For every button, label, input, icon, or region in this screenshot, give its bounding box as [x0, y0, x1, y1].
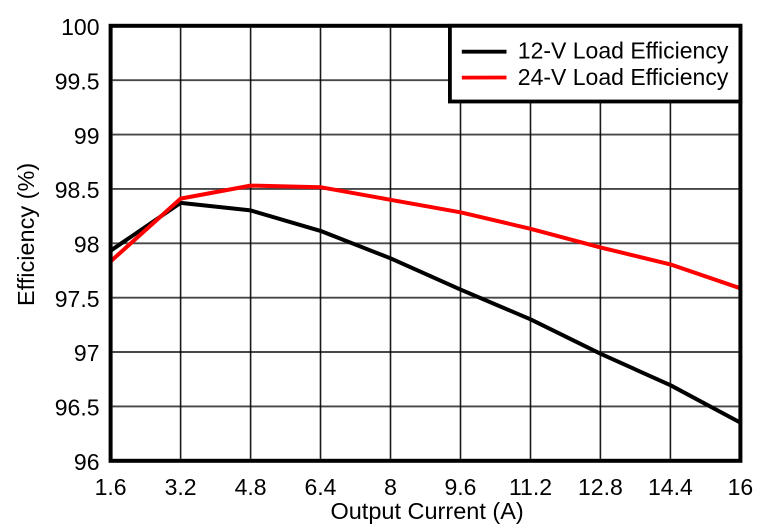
svg-text:14.4: 14.4	[648, 474, 693, 500]
svg-text:98: 98	[74, 232, 100, 258]
svg-text:Output Current (A): Output Current (A)	[330, 498, 523, 524]
svg-text:4.8: 4.8	[235, 474, 267, 500]
svg-text:100: 100	[61, 14, 99, 40]
svg-text:1.6: 1.6	[95, 474, 127, 500]
svg-text:3.2: 3.2	[165, 474, 197, 500]
svg-text:96.5: 96.5	[55, 395, 100, 421]
svg-text:12-V Load Efficiency: 12-V Load Efficiency	[518, 37, 729, 63]
svg-text:Efficiency (%): Efficiency (%)	[13, 163, 39, 306]
svg-text:12.8: 12.8	[578, 474, 623, 500]
svg-text:97.5: 97.5	[55, 286, 100, 312]
svg-text:97: 97	[74, 340, 100, 366]
svg-text:8: 8	[384, 474, 397, 500]
svg-text:11.2: 11.2	[509, 474, 552, 500]
svg-text:6.4: 6.4	[305, 474, 337, 500]
svg-text:98.5: 98.5	[55, 177, 100, 203]
svg-text:16: 16	[728, 474, 754, 500]
svg-text:24-V Load Efficiency: 24-V Load Efficiency	[518, 64, 729, 90]
svg-text:9.6: 9.6	[445, 474, 477, 500]
svg-text:96: 96	[74, 449, 100, 475]
svg-text:99.5: 99.5	[55, 68, 100, 94]
svg-text:99: 99	[74, 123, 100, 149]
